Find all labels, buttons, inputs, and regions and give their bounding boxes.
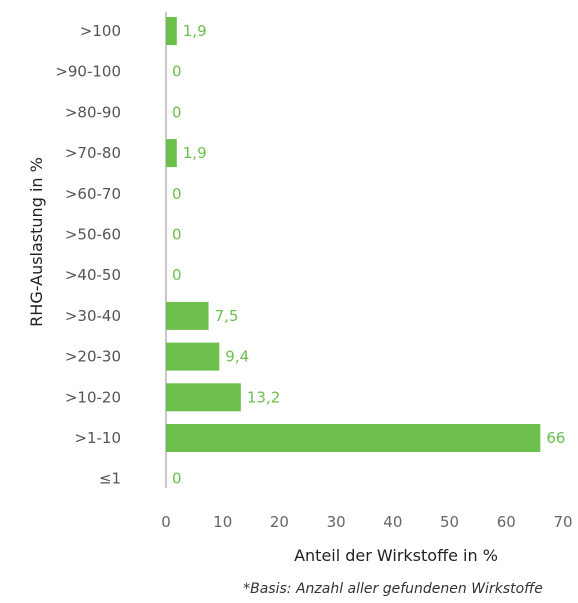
value-label: 0 [172, 226, 182, 244]
x-tick-label: 50 [440, 513, 459, 531]
category-label: >10-20 [65, 388, 121, 406]
category-label: >50-60 [65, 226, 121, 244]
category-label: >20-30 [65, 348, 121, 366]
bar [166, 301, 209, 330]
x-tick-label: 30 [327, 513, 346, 531]
x-axis-title: Anteil der Wirkstoffe in % [294, 546, 498, 565]
bar [166, 424, 541, 452]
x-tick-label: 60 [497, 513, 516, 531]
category-label: ≤1 [99, 470, 121, 488]
category-label: >100 [80, 22, 121, 40]
category-labels: >100 >90-100 >80-90 >70-80 >60-70 >50-60 >40-5… [55, 22, 121, 488]
x-tick-label: 40 [383, 513, 402, 531]
category-label: >80-90 [65, 103, 121, 121]
x-tick-label: 70 [553, 513, 572, 531]
category-label: >70-80 [65, 144, 121, 162]
value-label: 66 [546, 429, 565, 447]
category-label: >40-50 [65, 266, 121, 284]
value-label: 13,2 [247, 388, 280, 406]
bar [166, 17, 177, 45]
x-tick-label: 20 [270, 513, 289, 531]
value-label: 0 [172, 470, 182, 488]
value-label: 0 [172, 266, 182, 284]
bar [166, 139, 177, 168]
x-tick-labels: 0 10 20 30 40 50 60 70 [161, 513, 572, 531]
category-label: >60-70 [65, 185, 121, 203]
x-tick-label: 0 [161, 513, 171, 531]
bar [166, 383, 241, 412]
value-labels: 1,9 0 0 1,9 0 0 0 7,5 9,4 13,2 66 0 [172, 22, 565, 488]
bar [166, 342, 220, 371]
y-axis-title: RHG-Auslastung in % [27, 157, 46, 327]
category-label: >90-100 [55, 63, 121, 81]
category-label: >30-40 [65, 307, 121, 325]
value-label: 9,4 [225, 348, 249, 366]
value-label: 7,5 [215, 307, 239, 325]
value-label: 0 [172, 103, 182, 121]
value-label: 1,9 [183, 22, 207, 40]
category-label: >1-10 [74, 429, 121, 447]
footnote: *Basis: Anzahl aller gefundenen Wirkstof… [243, 581, 543, 597]
value-label: 1,9 [183, 144, 207, 162]
value-label: 0 [172, 185, 182, 203]
bars [166, 17, 541, 452]
value-label: 0 [172, 63, 182, 81]
x-tick-label: 10 [213, 513, 232, 531]
